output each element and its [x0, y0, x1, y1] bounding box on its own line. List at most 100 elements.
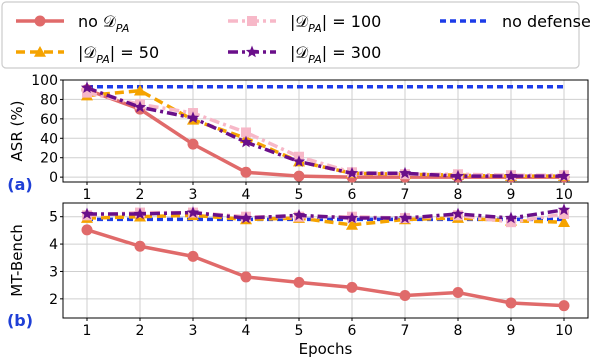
x-axis-label: Epochs: [299, 340, 353, 358]
legend-marker: [245, 45, 259, 58]
panel-label: (b): [7, 311, 33, 330]
series-line: [87, 208, 565, 220]
plot-frame: [62, 202, 589, 319]
x-tick-label: 5: [295, 323, 304, 339]
data-point: [186, 111, 200, 124]
x-tick-label: 2: [136, 323, 145, 339]
data-point: [399, 290, 411, 302]
x-tick-label: 4: [242, 187, 251, 203]
y-axis-label: ASR (%): [8, 101, 26, 162]
y-tick-label: 60: [40, 112, 58, 128]
series-line: [86, 86, 564, 178]
data-point: [451, 169, 465, 182]
y-tick-label: 40: [40, 131, 58, 147]
data-point: [134, 240, 146, 252]
series-line: [86, 88, 564, 178]
panel-label: (a): [7, 175, 32, 194]
data-point: [187, 138, 199, 150]
mt-bench-panel: 1 2 3 4 5 6 7 8 9 10 2 3 4 5 MT-Bench Epochs (b): [7, 202, 589, 358]
y-axis-label: MT-Bench: [8, 224, 26, 296]
data-point: [558, 216, 570, 227]
x-tick-label: 2: [136, 187, 145, 203]
data-point: [346, 218, 358, 230]
data-point: [398, 166, 412, 179]
data-point: [451, 207, 465, 220]
x-tick-label: 4: [242, 323, 251, 339]
legend-label-main: |𝒟: [78, 43, 96, 62]
legend-label-sub: PA: [116, 22, 130, 35]
data-point: [557, 169, 571, 182]
data-point: [345, 211, 359, 224]
data-point: [133, 207, 147, 220]
data-point: [293, 170, 305, 182]
data-point: [241, 127, 251, 138]
data-point: [239, 135, 253, 148]
x-tick-label: 9: [507, 323, 516, 339]
data-point: [187, 250, 199, 262]
data-point: [505, 297, 517, 309]
x-tick-label: 10: [555, 187, 573, 203]
legend-label-main: no defense: [502, 12, 591, 31]
data-point: [559, 208, 569, 219]
data-point: [398, 211, 412, 224]
y-tick-label: 80: [40, 92, 58, 108]
data-point: [80, 207, 94, 220]
legend-label-main: no 𝒟: [78, 12, 116, 31]
data-point: [133, 100, 147, 113]
legend-label: |𝒟PA| = 50: [78, 43, 159, 66]
x-tick-label: 10: [555, 323, 573, 339]
data-point: [504, 169, 518, 182]
series-line: [86, 228, 565, 308]
data-point: [557, 203, 571, 216]
data-point: [558, 300, 570, 312]
data-point: [80, 81, 94, 94]
y-tick-label: 100: [31, 73, 58, 89]
plot-frame: [62, 79, 589, 183]
data-point: [506, 217, 516, 228]
x-tick-label: 1: [83, 323, 92, 339]
data-point: [82, 87, 92, 98]
series-line: [86, 213, 565, 227]
legend-marker: [34, 46, 46, 57]
y-tick-label: 20: [40, 151, 58, 167]
data-point: [292, 208, 306, 221]
legend-label: |𝒟PA| = 300: [290, 43, 381, 66]
y-tick-label: 3: [49, 264, 58, 280]
legend-marker: [247, 16, 257, 26]
data-point: [186, 206, 200, 218]
data-point: [292, 155, 306, 167]
y-tick-label: 4: [49, 237, 58, 253]
legend-label: |𝒟PA| = 100: [290, 12, 381, 35]
legend-label-sub: PA: [308, 53, 322, 66]
x-tick-label: 8: [454, 187, 463, 203]
x-tick-label: 8: [454, 323, 463, 339]
data-point: [239, 211, 253, 224]
x-tick-label: 9: [507, 187, 516, 203]
data-point: [504, 211, 518, 224]
x-tick-label: 7: [401, 323, 410, 339]
legend-marker: [34, 15, 46, 27]
x-tick-label: 6: [348, 323, 357, 339]
legend-label: no 𝒟PA: [78, 12, 129, 35]
legend-label-suffix: | = 50: [110, 43, 159, 62]
x-tick-label: 6: [348, 187, 357, 203]
data-point: [240, 271, 252, 283]
data-point: [452, 287, 464, 299]
legend-label-suffix: | = 100: [322, 12, 382, 31]
x-tick-label: 7: [401, 187, 410, 203]
x-tick-label: 3: [189, 323, 198, 339]
data-point: [345, 166, 359, 179]
data-point: [134, 84, 146, 96]
legend-label-main: |𝒟: [290, 43, 308, 62]
legend: no 𝒟PA|𝒟PA| = 50|𝒟PA| = 100|𝒟PA| = 300no…: [1, 1, 591, 69]
y-tick-label: 0: [49, 170, 58, 186]
legend-label-main: |𝒟: [290, 12, 308, 31]
y-tick-label: 2: [49, 292, 58, 308]
legend-label: no defense: [502, 12, 591, 31]
data-point: [240, 166, 252, 178]
legend-label-sub: PA: [308, 22, 322, 35]
legend-label-suffix: | = 300: [322, 43, 382, 62]
data-point: [81, 224, 93, 236]
